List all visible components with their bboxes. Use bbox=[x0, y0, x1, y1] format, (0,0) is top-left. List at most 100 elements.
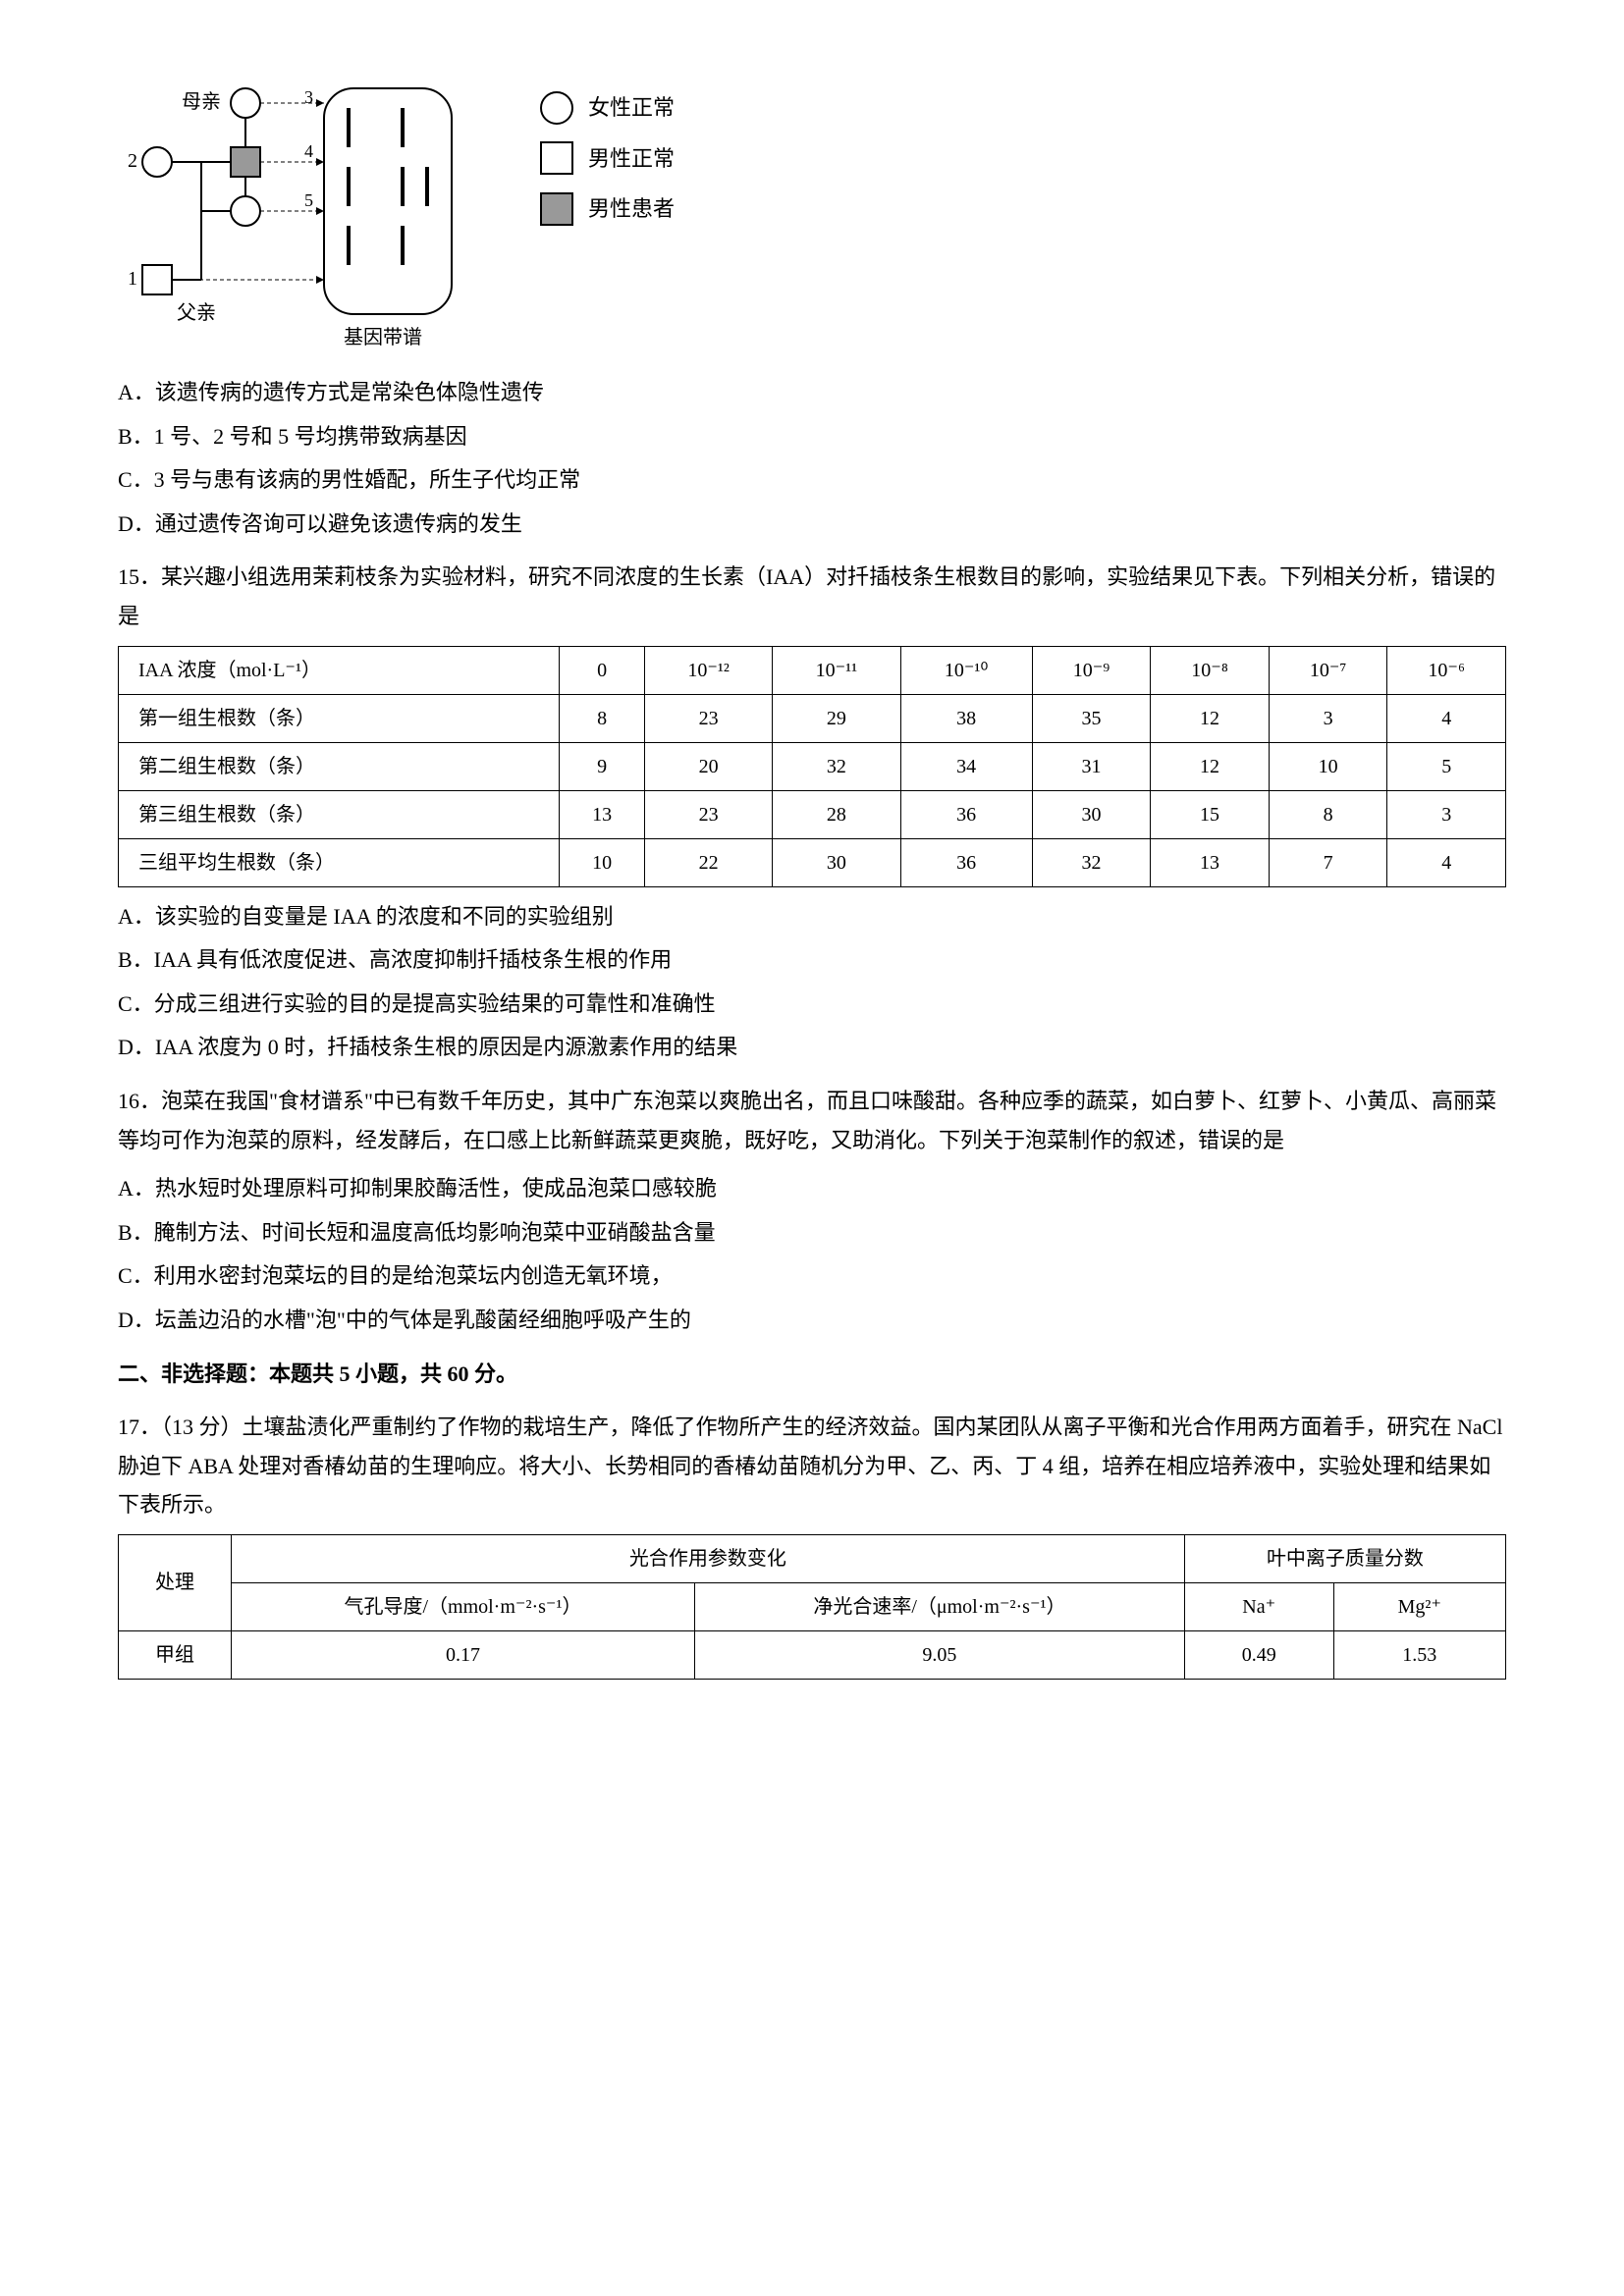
circle-icon bbox=[540, 91, 573, 125]
table-cell: 10⁻⁷ bbox=[1269, 646, 1387, 694]
table-cell: 第一组生根数（条） bbox=[119, 694, 560, 742]
table-cell: 4 bbox=[1387, 694, 1506, 742]
option-a: A．该遗传病的遗传方式是常染色体隐性遗传 bbox=[118, 373, 1506, 412]
table-cell: 三组平均生根数（条） bbox=[119, 838, 560, 886]
table-header: 处理 bbox=[119, 1534, 232, 1630]
table-row: 第一组生根数（条） 8 23 29 38 35 12 3 4 bbox=[119, 694, 1506, 742]
table-cell: 0 bbox=[560, 646, 645, 694]
table-header: 光合作用参数变化 bbox=[231, 1534, 1184, 1582]
pedigree-section: 母亲 2 1 父亲 3 4 5 bbox=[118, 79, 1506, 353]
table-cell: 36 bbox=[900, 790, 1032, 838]
q15-option-c: C．分成三组进行实验的目的是提高实验结果的可靠性和准确性 bbox=[118, 985, 1506, 1024]
svg-text:父亲: 父亲 bbox=[177, 301, 216, 324]
table-cell: 13 bbox=[560, 790, 645, 838]
svg-text:3: 3 bbox=[304, 87, 313, 107]
table-cell: 10⁻⁸ bbox=[1151, 646, 1270, 694]
legend-text: 女性正常 bbox=[588, 88, 675, 128]
svg-text:基因带谱: 基因带谱 bbox=[344, 326, 422, 348]
q16-option-d: D．坛盖边沿的水槽"泡"中的气体是乳酸菌经细胞呼吸产生的 bbox=[118, 1301, 1506, 1340]
table-header: Na⁺ bbox=[1184, 1582, 1333, 1630]
table-cell: 13 bbox=[1151, 838, 1270, 886]
table-cell: 23 bbox=[645, 694, 773, 742]
table-cell: 8 bbox=[560, 694, 645, 742]
table-cell: 1.53 bbox=[1333, 1630, 1505, 1679]
table-cell: 34 bbox=[900, 742, 1032, 790]
pedigree-diagram: 母亲 2 1 父亲 3 4 5 bbox=[118, 79, 511, 353]
table-cell: 10⁻¹² bbox=[645, 646, 773, 694]
table-row: 三组平均生根数（条） 10 22 30 36 32 13 7 4 bbox=[119, 838, 1506, 886]
table-cell: 29 bbox=[773, 694, 900, 742]
option-b: B．1 号、2 号和 5 号均携带致病基因 bbox=[118, 417, 1506, 456]
legend-text: 男性正常 bbox=[588, 139, 675, 179]
q15-table: IAA 浓度（mol·L⁻¹） 0 10⁻¹² 10⁻¹¹ 10⁻¹⁰ 10⁻⁹… bbox=[118, 646, 1506, 887]
table-cell: 甲组 bbox=[119, 1630, 232, 1679]
svg-text:1: 1 bbox=[128, 268, 137, 290]
legend-male-normal: 男性正常 bbox=[540, 139, 675, 179]
table-cell: 12 bbox=[1151, 694, 1270, 742]
table-cell: 0.49 bbox=[1184, 1630, 1333, 1679]
table-row: IAA 浓度（mol·L⁻¹） 0 10⁻¹² 10⁻¹¹ 10⁻¹⁰ 10⁻⁹… bbox=[119, 646, 1506, 694]
table-cell: 12 bbox=[1151, 742, 1270, 790]
table-cell: 31 bbox=[1032, 742, 1151, 790]
legend-female-normal: 女性正常 bbox=[540, 88, 675, 128]
table-cell: 36 bbox=[900, 838, 1032, 886]
table-cell: 38 bbox=[900, 694, 1032, 742]
table-header: 净光合速率/（μmol·m⁻²·s⁻¹） bbox=[694, 1582, 1184, 1630]
table-cell: 32 bbox=[773, 742, 900, 790]
svg-text:5: 5 bbox=[304, 190, 313, 210]
table-cell: 28 bbox=[773, 790, 900, 838]
table-cell: 22 bbox=[645, 838, 773, 886]
table-header: Mg²⁺ bbox=[1333, 1582, 1505, 1630]
table-cell: 30 bbox=[773, 838, 900, 886]
q17-text: 17．（13 分）土壤盐渍化严重制约了作物的栽培生产，降低了作物所产生的经济效益… bbox=[118, 1408, 1506, 1524]
q16-option-a: A．热水短时处理原料可抑制果胶酶活性，使成品泡菜口感较脆 bbox=[118, 1169, 1506, 1208]
svg-text:4: 4 bbox=[304, 141, 313, 161]
table-row: 第二组生根数（条） 9 20 32 34 31 12 10 5 bbox=[119, 742, 1506, 790]
svg-text:2: 2 bbox=[128, 150, 137, 172]
q15-text: 15．某兴趣小组选用茉莉枝条为实验材料，研究不同浓度的生长素（IAA）对扦插枝条… bbox=[118, 558, 1506, 635]
square-filled-icon bbox=[540, 192, 573, 226]
table-cell: 9 bbox=[560, 742, 645, 790]
table-header: 气孔导度/（mmol·m⁻²·s⁻¹） bbox=[231, 1582, 694, 1630]
table-cell: 10⁻¹⁰ bbox=[900, 646, 1032, 694]
pedigree-legend: 女性正常 男性正常 男性患者 bbox=[540, 88, 675, 240]
q17-table: 处理 光合作用参数变化 叶中离子质量分数 气孔导度/（mmol·m⁻²·s⁻¹）… bbox=[118, 1534, 1506, 1680]
table-header: 叶中离子质量分数 bbox=[1184, 1534, 1505, 1582]
table-row: 第三组生根数（条） 13 23 28 36 30 15 8 3 bbox=[119, 790, 1506, 838]
table-cell: 第二组生根数（条） bbox=[119, 742, 560, 790]
mother-text: 母亲 bbox=[182, 90, 221, 113]
q15-option-d: D．IAA 浓度为 0 时，扦插枝条生根的原因是内源激素作用的结果 bbox=[118, 1028, 1506, 1067]
table-cell: 3 bbox=[1387, 790, 1506, 838]
table-cell: 30 bbox=[1032, 790, 1151, 838]
legend-male-patient: 男性患者 bbox=[540, 189, 675, 229]
section-2-heading: 二、非选择题：本题共 5 小题，共 60 分。 bbox=[118, 1355, 1506, 1394]
q15-option-a: A．该实验的自变量是 IAA 的浓度和不同的实验组别 bbox=[118, 897, 1506, 936]
table-cell: 20 bbox=[645, 742, 773, 790]
q15-option-b: B．IAA 具有低浓度促进、高浓度抑制扦插枝条生根的作用 bbox=[118, 940, 1506, 980]
table-cell: 9.05 bbox=[694, 1630, 1184, 1679]
table-cell: 5 bbox=[1387, 742, 1506, 790]
table-row: 处理 光合作用参数变化 叶中离子质量分数 bbox=[119, 1534, 1506, 1582]
square-icon bbox=[540, 141, 573, 175]
table-cell: 3 bbox=[1269, 694, 1387, 742]
table-cell: 第三组生根数（条） bbox=[119, 790, 560, 838]
q16-option-c: C．利用水密封泡菜坛的目的是给泡菜坛内创造无氧环境， bbox=[118, 1256, 1506, 1296]
table-header: IAA 浓度（mol·L⁻¹） bbox=[119, 646, 560, 694]
table-cell: 10⁻⁹ bbox=[1032, 646, 1151, 694]
table-cell: 8 bbox=[1269, 790, 1387, 838]
q16-option-b: B．腌制方法、时间长短和温度高低均影响泡菜中亚硝酸盐含量 bbox=[118, 1213, 1506, 1253]
table-cell: 4 bbox=[1387, 838, 1506, 886]
q16-text: 16．泡菜在我国"食材谱系"中已有数千年历史，其中广东泡菜以爽脆出名，而且口味酸… bbox=[118, 1082, 1506, 1159]
table-cell: 35 bbox=[1032, 694, 1151, 742]
table-cell: 23 bbox=[645, 790, 773, 838]
option-d: D．通过遗传咨询可以避免该遗传病的发生 bbox=[118, 505, 1506, 544]
table-cell: 15 bbox=[1151, 790, 1270, 838]
table-row: 甲组 0.17 9.05 0.49 1.53 bbox=[119, 1630, 1506, 1679]
table-cell: 7 bbox=[1269, 838, 1387, 886]
table-row: 气孔导度/（mmol·m⁻²·s⁻¹） 净光合速率/（μmol·m⁻²·s⁻¹）… bbox=[119, 1582, 1506, 1630]
option-c: C．3 号与患有该病的男性婚配，所生子代均正常 bbox=[118, 460, 1506, 500]
table-cell: 10⁻¹¹ bbox=[773, 646, 900, 694]
table-cell: 10⁻⁶ bbox=[1387, 646, 1506, 694]
table-cell: 10 bbox=[1269, 742, 1387, 790]
table-cell: 10 bbox=[560, 838, 645, 886]
